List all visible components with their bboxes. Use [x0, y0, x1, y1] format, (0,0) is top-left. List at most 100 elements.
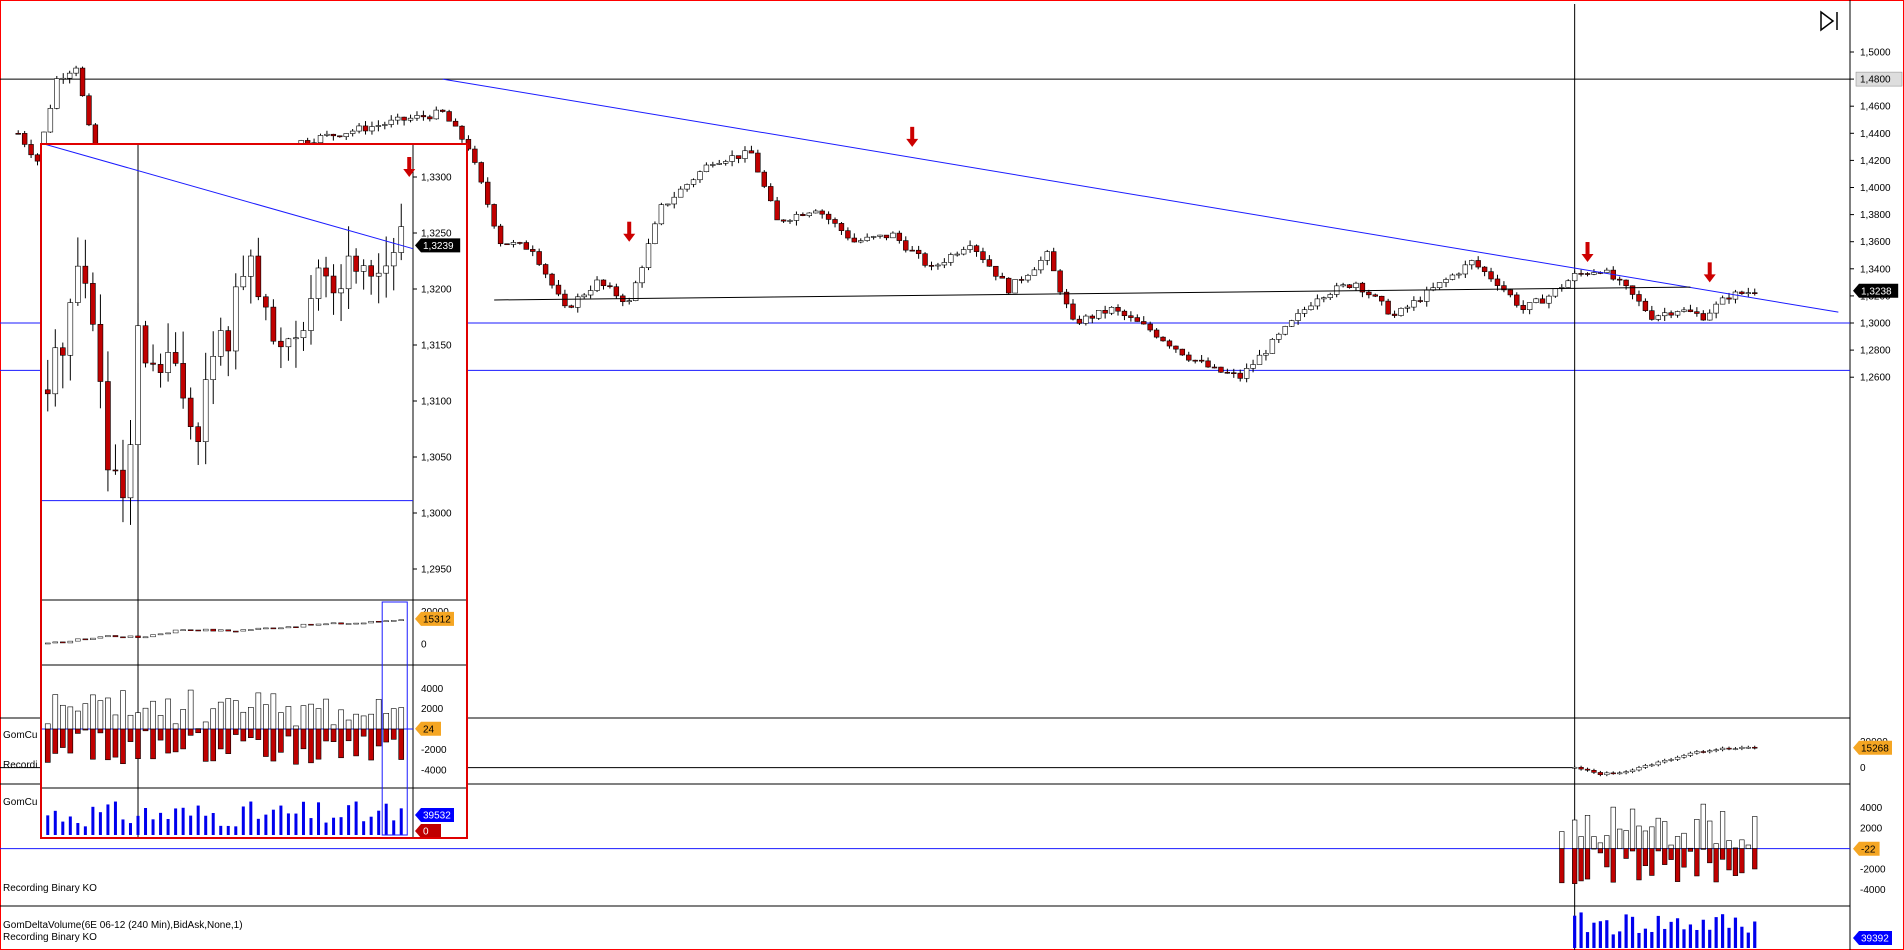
price-candle: [517, 242, 523, 244]
inset-price-candle: [82, 265, 89, 284]
price-candle: [1205, 360, 1211, 368]
price-candle: [1694, 311, 1700, 314]
down-arrow-icon-shaft: [1707, 262, 1712, 276]
price-candle: [1288, 320, 1295, 327]
price-candle: [1584, 273, 1591, 275]
inset-cum-delta-candle: [375, 620, 382, 623]
inset-delta-bar-positive: [112, 714, 119, 730]
price-candle: [652, 223, 658, 245]
inset-delta-bar-positive: [293, 725, 299, 730]
inset-volume-bar: [53, 810, 57, 835]
price-candle: [1102, 310, 1108, 314]
inset-cum-delta-candle: [248, 629, 254, 631]
inset-delta-bar-positive: [308, 703, 314, 730]
delta-bar-negative: [1674, 848, 1681, 882]
delta-bar-negative: [1572, 848, 1578, 884]
neckline-trendline: [494, 286, 1691, 301]
price-candle: [86, 95, 92, 126]
skip-to-end-button[interactable]: [1816, 8, 1842, 34]
inset-delta-bar-positive: [67, 706, 74, 730]
inset-cum-delta-candle: [360, 622, 367, 625]
inset-price-candle: [150, 362, 156, 365]
inset-price-candle: [105, 381, 111, 471]
inset-price-candle: [278, 340, 284, 348]
delta-bar-positive: [1578, 836, 1584, 849]
inset-delta-bar-negative: [135, 728, 141, 759]
inset-price-candle: [345, 255, 352, 290]
inset-price-tick-label: 1,3250: [421, 229, 452, 240]
inset-delta-bar-negative: [390, 728, 397, 740]
last-price-label: 1,3238: [1861, 286, 1892, 297]
inset-delta-bar-negative: [52, 728, 59, 754]
inset-volume-bar: [181, 807, 185, 835]
price-candle: [1134, 317, 1141, 322]
inset-chart-window[interactable]: 1,3300 1,3250 1,3200 1,3150 1,3100 1,3050 1,30…: [40, 143, 468, 839]
price-candle: [510, 242, 517, 245]
price-candle: [60, 77, 66, 80]
price-candle: [1501, 285, 1507, 291]
delta-bar-positive: [1694, 819, 1700, 849]
inset-delta-tick-label: -2000: [421, 745, 447, 756]
inset-delta-bar-positive: [375, 699, 382, 730]
price-candle: [1526, 302, 1533, 310]
inset-delta-bar-positive: [75, 710, 81, 730]
price-candle: [1198, 359, 1205, 362]
price-candle: [28, 144, 34, 156]
inset-last-price-label: 1,3239: [423, 241, 454, 252]
inset-delta-bar-positive: [368, 713, 374, 730]
inset-delta-bar-negative: [172, 728, 179, 753]
inset-delta-bar-positive: [240, 711, 247, 730]
inset-price-candle: [285, 338, 292, 348]
price-tick-label: 1,2600: [1860, 373, 1891, 384]
price-candle: [870, 236, 877, 238]
inset-volume-bar: [46, 815, 50, 835]
inset-volume-bar: [61, 821, 65, 835]
inset-price-candle: [240, 276, 247, 288]
inset-volume-bar: [339, 817, 343, 835]
inset-selection-box: [381, 601, 408, 836]
price-candle: [414, 115, 420, 119]
inset-price-candle: [368, 265, 374, 277]
volume-bar: [1656, 915, 1660, 948]
price-candle: [780, 219, 787, 222]
inset-price-candle: [67, 302, 74, 356]
inset-delta-bar-negative: [300, 728, 307, 750]
inset-price-candle: [75, 265, 81, 303]
inset-delta-bar-negative: [338, 728, 344, 759]
price-candle: [890, 232, 896, 239]
price-candle: [34, 154, 41, 162]
delta-bar-negative: [1578, 848, 1584, 882]
cum-delta-candle: [1719, 747, 1726, 751]
delta-bar-positive: [1623, 830, 1629, 849]
inset-volume-bar: [234, 826, 238, 835]
price-candle: [896, 232, 903, 241]
price-candle: [1276, 333, 1282, 340]
inset-price-candle: [180, 363, 186, 399]
price-candle: [478, 162, 484, 183]
inset-cum-delta-candle: [293, 626, 299, 629]
price-candle: [536, 251, 542, 265]
price-candle: [960, 249, 967, 255]
price-candle: [665, 203, 671, 206]
inset-cum-delta-candle: [165, 632, 171, 635]
inset-chart[interactable]: 1,3300 1,3250 1,3200 1,3150 1,3100 1,3050 1,30…: [42, 145, 466, 837]
cum-delta-candle: [1617, 772, 1623, 775]
inset-delta-bar-positive: [60, 704, 66, 730]
inset-price-candle: [390, 252, 397, 267]
inset-volume-bar: [294, 813, 298, 835]
price-candle: [497, 225, 504, 245]
price-candle: [1565, 280, 1571, 288]
price-tick-label: 1,4800: [1860, 75, 1891, 86]
price-candle: [549, 273, 555, 286]
inset-price-candle: [248, 255, 254, 277]
price-candle: [748, 150, 755, 154]
price-candle: [825, 213, 832, 220]
cum-delta-candle: [1636, 767, 1642, 771]
delta-bar-positive: [1649, 826, 1655, 849]
price-candle: [864, 236, 870, 241]
price-candle: [54, 78, 60, 109]
price-candle: [1128, 315, 1134, 318]
volume-last-label-tag: [1853, 931, 1892, 945]
price-candle: [1038, 260, 1044, 271]
